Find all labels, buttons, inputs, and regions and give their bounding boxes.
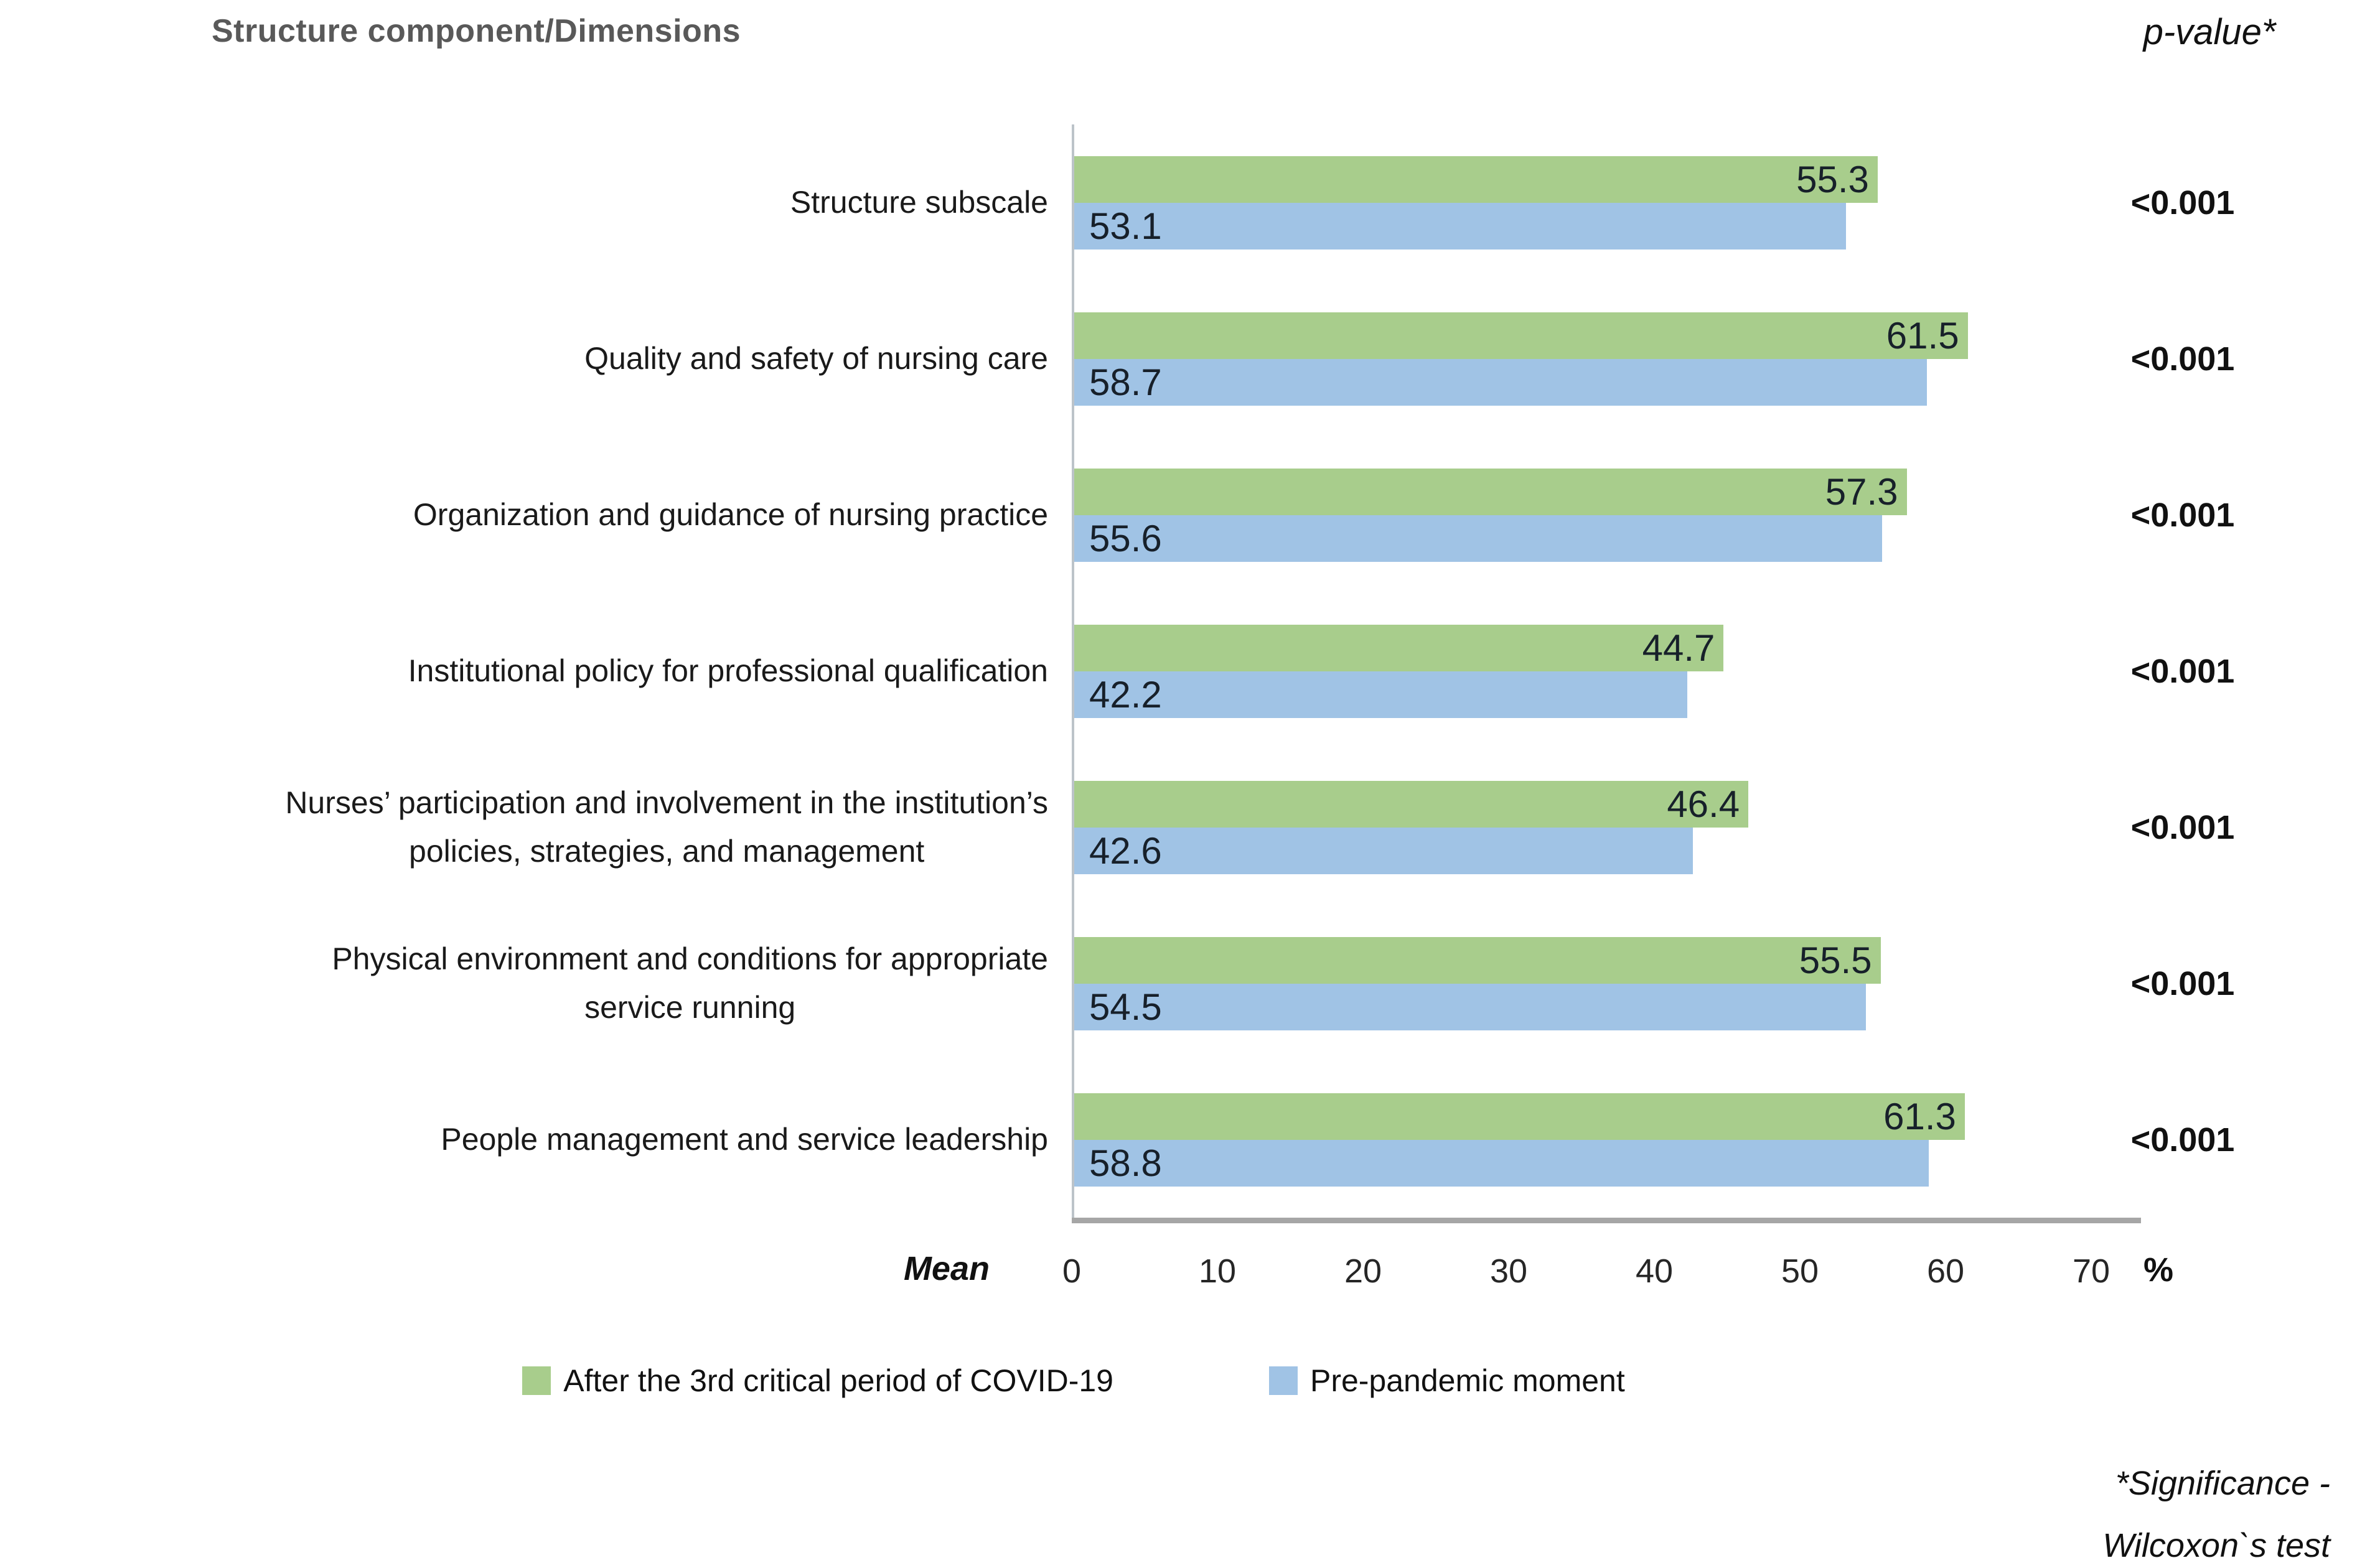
x-tick: 20 [1344,1253,1382,1290]
bar-pair: 61.5 58.7 [1074,312,2091,406]
chart-row: Institutional policy for professional qu… [0,593,2380,749]
x-axis-line [1072,1218,2141,1223]
x-axis-mean-label: Mean [903,1250,990,1287]
bar-pair: 61.3 58.8 [1074,1093,2091,1187]
x-tick: 30 [1489,1253,1528,1290]
bar-pair: 55.3 53.1 [1074,156,2091,250]
legend-swatch-blue [1268,1366,1298,1395]
bar-pre-pandemic: 42.2 [1074,671,1688,718]
chart-row: Structure subscale 55.3 53.1 <0.001 [0,124,2380,281]
bar-pre-pandemic: 58.8 [1074,1139,1929,1187]
category-label: Nurses’ participation and involvement in… [285,785,1048,869]
bar-pair: 57.3 55.6 [1074,468,2091,562]
chart-row: People management and service leadership… [0,1061,2380,1218]
bar-value-label: 58.7 [1089,361,1162,403]
category-label: Institutional policy for professional qu… [408,653,1048,688]
p-value: <0.001 [2130,808,2235,846]
x-tick: 50 [1781,1253,1819,1290]
chart-row: Physical environment and conditions for … [0,905,2380,1061]
chart-title: Structure component/Dimensions [212,13,741,49]
legend-label: After the 3rd critical period of COVID-1… [563,1363,1113,1398]
bar-pre-pandemic: 54.5 [1074,983,1867,1030]
legend-label: Pre-pandemic moment [1309,1363,1625,1398]
legend-item-pre-pandemic: Pre-pandemic moment [1268,1363,1625,1399]
p-value: <0.001 [2130,184,2235,222]
x-tick: 40 [1635,1253,1674,1290]
bar-value-label: 42.6 [1089,829,1162,872]
bar-value-label: 55.6 [1089,517,1162,559]
legend-item-after-covid: After the 3rd critical period of COVID-1… [522,1363,1113,1399]
bar-pre-pandemic: 55.6 [1074,515,1882,562]
bar-value-label: 46.4 [1667,783,1740,825]
chart-row: Nurses’ participation and involvement in… [0,749,2380,905]
category-label: Structure subscale [790,184,1048,220]
p-value: <0.001 [2130,652,2235,690]
bar-after-covid: 55.5 [1074,936,1881,984]
chart-row: Organization and guidance of nursing pra… [0,437,2380,593]
bar-pair: 46.4 42.6 [1074,780,2091,874]
pvalue-column-header: p-value* [2143,12,2276,52]
bar-value-label: 58.8 [1089,1142,1162,1184]
x-tick: 0 [1062,1253,1082,1290]
x-tick: 70 [2072,1253,2111,1290]
category-label: People management and service leadership [441,1121,1048,1157]
x-axis-ticks: 0 10 20 30 40 50 60 70 [1062,1252,2110,1295]
bar-value-label: 61.3 [1883,1095,1956,1137]
bar-pre-pandemic: 53.1 [1074,202,1846,250]
significance-footnote: *Significance - Wilcoxon`s test [2102,1453,2330,1563]
legend: After the 3rd critical period of COVID-1… [0,1363,2147,1399]
category-label: Physical environment and conditions for … [332,941,1048,1025]
bar-value-label: 55.5 [1799,939,1872,981]
legend-swatch-green [522,1366,551,1395]
bar-after-covid: 46.4 [1074,780,1749,828]
p-value: <0.001 [2130,964,2235,1002]
category-label: Organization and guidance of nursing pra… [413,497,1048,532]
chart-row: Quality and safety of nursing care 61.5 … [0,281,2380,437]
p-value: <0.001 [2130,1121,2235,1159]
x-tick: 10 [1198,1253,1237,1290]
p-value: <0.001 [2130,340,2235,378]
plot-area-frame [1072,124,2094,1218]
bar-pair: 55.5 54.5 [1074,936,2091,1030]
bar-after-covid: 61.3 [1074,1093,1965,1140]
bar-pre-pandemic: 58.7 [1074,358,1928,406]
x-axis-unit-label: % [2143,1251,2174,1289]
bar-value-label: 44.7 [1642,627,1715,669]
category-label: Quality and safety of nursing care [584,340,1048,376]
bar-value-label: 42.2 [1089,673,1162,716]
bar-value-label: 55.3 [1796,158,1869,200]
bar-value-label: 57.3 [1825,470,1898,513]
bar-value-label: 54.5 [1089,986,1162,1028]
footnote-line-2: Wilcoxon`s test [2102,1526,2330,1563]
bar-after-covid: 44.7 [1074,624,1724,671]
chart-rows: Structure subscale 55.3 53.1 <0.001 Qual… [0,124,2380,1218]
bar-value-label: 61.5 [1886,314,1959,357]
bar-value-label: 53.1 [1089,205,1162,247]
x-tick: 60 [1926,1253,1965,1290]
footnote-line-1: *Significance - [2115,1465,2330,1502]
bar-after-covid: 55.3 [1074,156,1878,203]
bar-pair: 44.7 42.2 [1074,624,2091,718]
bar-after-covid: 57.3 [1074,468,1907,515]
bar-after-covid: 61.5 [1074,312,1968,359]
p-value: <0.001 [2130,496,2235,534]
bar-pre-pandemic: 42.6 [1074,827,1694,874]
